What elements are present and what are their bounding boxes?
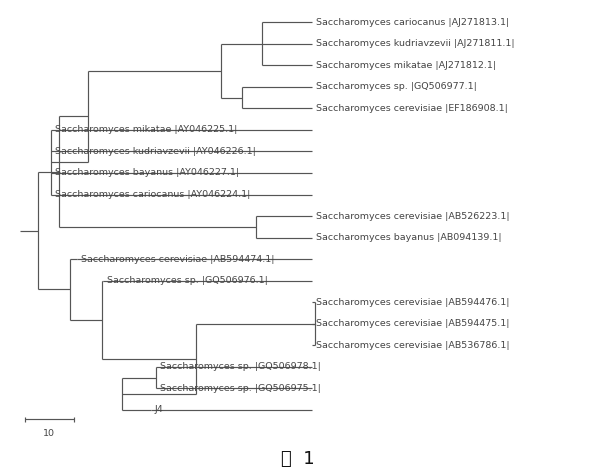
Text: Saccharomyces cariocanus |AY046224.1|: Saccharomyces cariocanus |AY046224.1| (55, 190, 250, 199)
Text: Saccharomyces cerevisiae |AB594475.1|: Saccharomyces cerevisiae |AB594475.1| (316, 319, 509, 328)
Text: Saccharomyces cerevisiae |AB536786.1|: Saccharomyces cerevisiae |AB536786.1| (316, 341, 509, 350)
Text: J4: J4 (155, 405, 164, 414)
Text: Saccharomyces mikatae |AY046225.1|: Saccharomyces mikatae |AY046225.1| (55, 125, 237, 134)
Text: Saccharomyces cerevisiae |EF186908.1|: Saccharomyces cerevisiae |EF186908.1| (316, 104, 508, 113)
Text: Saccharomyces cerevisiae |AB594476.1|: Saccharomyces cerevisiae |AB594476.1| (316, 298, 509, 307)
Text: Saccharomyces sp. |GQ506978.1|: Saccharomyces sp. |GQ506978.1| (159, 362, 321, 371)
Text: Saccharomyces cerevisiae |AB594474.1|: Saccharomyces cerevisiae |AB594474.1| (80, 255, 274, 264)
Text: Saccharomyces kudriavzevii |AY046226.1|: Saccharomyces kudriavzevii |AY046226.1| (55, 147, 255, 156)
Text: Saccharomyces kudriavzevii |AJ271811.1|: Saccharomyces kudriavzevii |AJ271811.1| (316, 39, 515, 48)
Text: Saccharomyces cariocanus |AJ271813.1|: Saccharomyces cariocanus |AJ271813.1| (316, 18, 509, 27)
Text: Saccharomyces sp. |GQ506975.1|: Saccharomyces sp. |GQ506975.1| (159, 384, 321, 393)
Text: Saccharomyces bayanus |AY046227.1|: Saccharomyces bayanus |AY046227.1| (55, 169, 239, 177)
Text: Saccharomyces bayanus |AB094139.1|: Saccharomyces bayanus |AB094139.1| (316, 233, 502, 242)
Text: Saccharomyces mikatae |AJ271812.1|: Saccharomyces mikatae |AJ271812.1| (316, 61, 496, 70)
Text: 10: 10 (43, 429, 55, 438)
Text: Saccharomyces sp. |GQ506976.1|: Saccharomyces sp. |GQ506976.1| (107, 276, 267, 285)
Text: 图  1: 图 1 (281, 451, 314, 467)
Text: Saccharomyces cerevisiae |AB526223.1|: Saccharomyces cerevisiae |AB526223.1| (316, 212, 509, 220)
Text: Saccharomyces sp. |GQ506977.1|: Saccharomyces sp. |GQ506977.1| (316, 82, 477, 91)
